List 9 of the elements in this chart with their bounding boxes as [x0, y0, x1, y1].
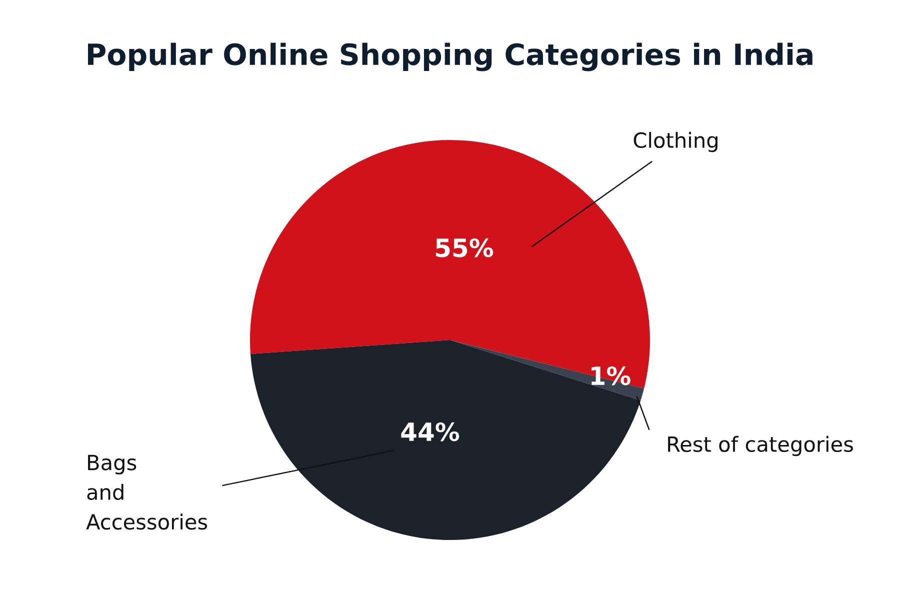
data-label: 55%: [436, 238, 494, 258]
data-label: 1%: [592, 366, 630, 386]
slice-label: Bags and Accessories: [86, 454, 208, 530]
chart-title: Popular Online Shopping Categories in India: [88, 42, 812, 72]
slice-label: Clothing: [634, 132, 718, 152]
pie-slice: [450, 340, 644, 400]
data-label: 44%: [401, 422, 460, 442]
slice-label: Rest of categories: [668, 436, 853, 456]
pie-slice: [250, 340, 641, 540]
